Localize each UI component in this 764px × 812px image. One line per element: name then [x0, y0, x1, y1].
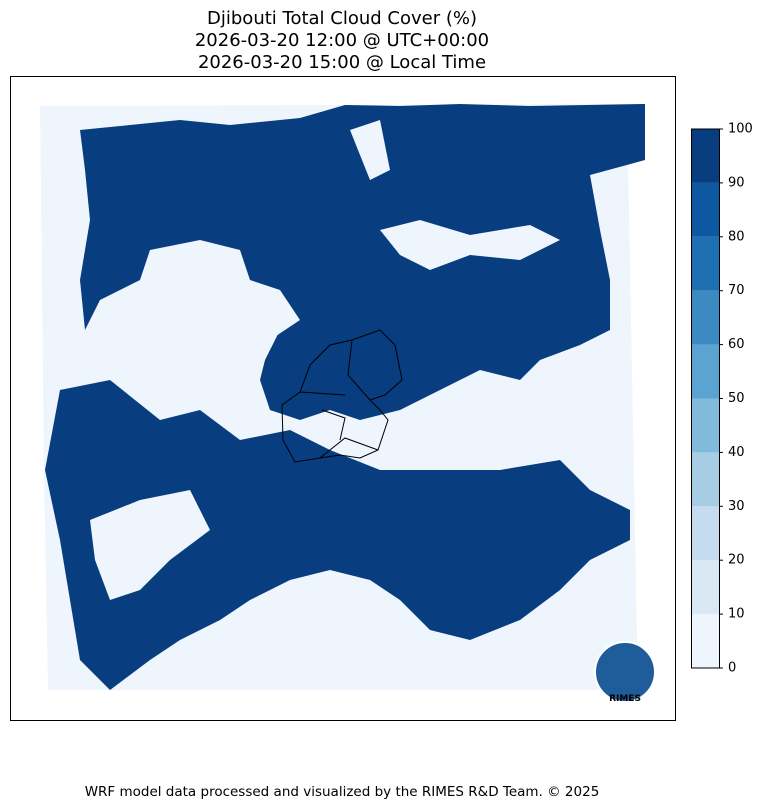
colorbar-tick-label: 40 [728, 445, 745, 460]
clear-area [90, 490, 400, 650]
colorbar-segment [691, 129, 719, 183]
colorbar-tick-label: 0 [728, 661, 736, 676]
colorbar-segment [691, 506, 719, 561]
colorbar-tick-label: 20 [728, 553, 745, 568]
logo [594, 641, 656, 703]
colorbar-segment [691, 344, 719, 399]
colorbar-segment [691, 236, 719, 291]
country-border [281, 329, 403, 463]
colorbar-tick-label: 50 [728, 391, 745, 406]
title-line: 2026-03-20 12:00 @ UTC+00:00 [195, 30, 489, 51]
colorbar: 0 10 20 30 40 50 60 70 80 90 100 [691, 122, 753, 676]
cloud-area [45, 380, 630, 690]
colorbar-segment [691, 290, 719, 345]
title: Djibouti Total Cloud Cover (%) 2026-03-2… [195, 8, 489, 73]
clear-area [150, 120, 560, 410]
colorbar-segment [691, 182, 719, 237]
title-line: 2026-03-20 15:00 @ Local Time [198, 52, 486, 73]
cloud-map: RIMES [40, 104, 656, 704]
colorbar-tick-label: 30 [728, 499, 745, 514]
colorbar-segment [691, 398, 719, 453]
logo-text: RIMES [609, 694, 641, 704]
colorbar-segment [691, 452, 719, 507]
colorbar-segment [691, 560, 719, 615]
colorbar-tick-label: 90 [728, 175, 745, 190]
colorbar-tick-label: 70 [728, 283, 745, 298]
colorbar-tick-label: 60 [728, 337, 745, 352]
colorbar-tick-label: 100 [728, 122, 753, 137]
colorbar-segment [691, 614, 719, 668]
colorbar-tick-label: 80 [728, 229, 745, 244]
title-line: Djibouti Total Cloud Cover (%) [207, 8, 477, 29]
cloud-area [80, 104, 645, 420]
footer: WRF model data processed and visualized … [85, 784, 600, 800]
colorbar-tick-label: 10 [728, 607, 745, 622]
